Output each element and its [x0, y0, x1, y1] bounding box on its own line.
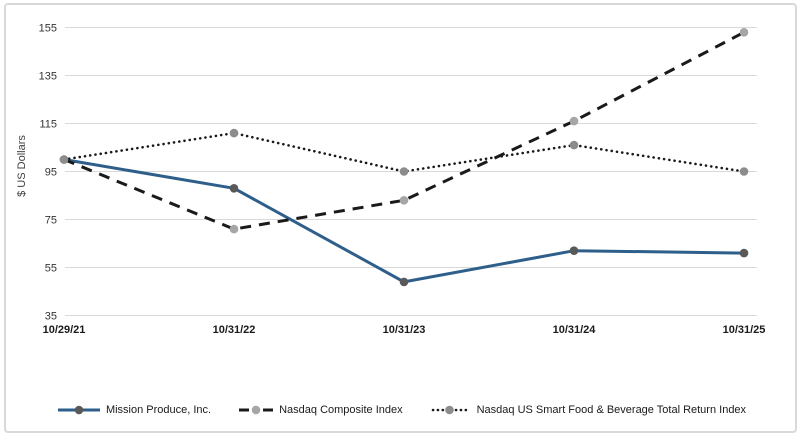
data-point-marker: [399, 196, 409, 205]
chart-frame: [4, 3, 797, 433]
legend-label: Nasdaq US Smart Food & Beverage Total Re…: [476, 404, 747, 416]
x-tick-label: 10/31/23: [383, 324, 426, 336]
x-tick-label: 10/31/25: [723, 324, 766, 336]
y-tick-label: 75: [45, 215, 57, 227]
legend-label: Mission Produce, Inc.: [105, 404, 212, 416]
data-point-marker: [399, 277, 409, 287]
y-tick-label: 55: [45, 263, 57, 275]
series-line-2: [62, 131, 746, 173]
legend-marker-dot: [444, 405, 454, 415]
y-tick-label: 115: [39, 119, 57, 131]
solid-line-marker-icon: [57, 405, 100, 415]
data-point-marker: [739, 28, 749, 37]
x-tick-label: 10/31/22: [213, 324, 256, 336]
y-tick-label: 155: [39, 23, 57, 35]
y-tick-label: 135: [39, 71, 57, 83]
legend-marker-dot: [74, 405, 84, 415]
data-point-marker: [229, 224, 239, 234]
data-point-marker: [739, 167, 749, 176]
y-tick-label: 35: [45, 311, 57, 323]
data-point-marker: [59, 155, 69, 164]
y-tick-label: 95: [45, 167, 57, 179]
data-point-marker: [229, 128, 239, 138]
series-line-0: [63, 158, 745, 284]
data-point-marker: [399, 167, 409, 176]
dashed-line-marker-icon: [239, 405, 274, 415]
data-point-marker: [569, 140, 579, 150]
legend-item-mission-produce: Mission Produce, Inc.: [57, 404, 211, 416]
legend-label: Nasdaq Composite Index: [279, 404, 403, 416]
x-tick-label: 10/29/21: [43, 324, 86, 336]
series-line-1: [63, 30, 745, 231]
data-point-marker: [739, 248, 749, 258]
data-point-marker: [569, 116, 579, 126]
legend-item-nasdaq-composite: Nasdaq Composite Index: [238, 404, 403, 416]
dotted-line-marker-icon: [431, 405, 467, 415]
legend-marker-dot: [251, 405, 261, 415]
data-point-marker: [229, 184, 239, 193]
legend-item-smart-food-beverage: Nasdaq US Smart Food & Beverage Total Re…: [430, 404, 746, 416]
legend: Mission Produce, Inc. Nasdaq Composite I…: [10, 400, 793, 420]
x-tick-label: 10/31/24: [553, 324, 597, 336]
data-point-marker: [569, 246, 579, 255]
